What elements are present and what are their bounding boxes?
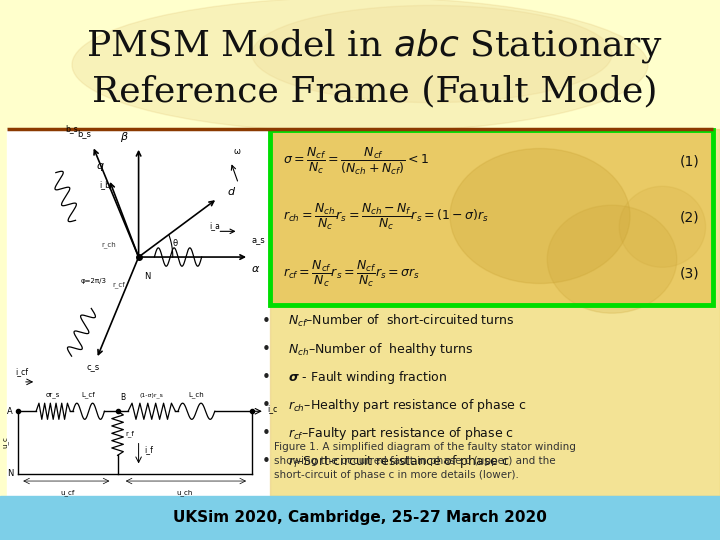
Text: u_c: u_c [2,436,8,448]
Text: b_s: b_s [65,125,78,133]
Bar [0,496,720,540]
Text: r_cf: r_cf [112,281,125,288]
Text: $\mathit{N_{ch}}$–Number of  healthy turns: $\mathit{N_{ch}}$–Number of healthy turn… [288,341,473,358]
Text: i_f: i_f [144,444,153,454]
Ellipse shape [619,186,706,267]
Text: d: d [228,187,235,197]
Text: •: • [262,398,271,413]
Text: N: N [144,272,150,281]
Text: β: β [120,132,127,141]
Text: •: • [262,314,271,329]
Text: Figure 1. A simplified diagram of the faulty stator winding
showing the occurred: Figure 1. A simplified diagram of the fa… [274,442,575,480]
Bar [0,0,720,129]
Text: •: • [262,426,271,441]
Text: $\mathit{r_{cf}}$–Faulty part resistance of phase c: $\mathit{r_{cf}}$–Faulty part resistance… [288,425,514,442]
Text: r_ch: r_ch [102,241,117,248]
Text: •: • [262,454,271,469]
Text: u_ch: u_ch [176,489,193,496]
Text: q: q [96,161,103,171]
Text: •: • [262,342,271,357]
Text: $\mathit{r_{ch}}$–Healthy part resistance of phase c: $\mathit{r_{ch}}$–Healthy part resistanc… [288,397,526,414]
Text: α: α [251,264,259,274]
Text: i_c: i_c [267,404,278,413]
Text: (2): (2) [680,211,700,224]
Text: L_cf: L_cf [82,392,96,399]
Text: φ=2π/3: φ=2π/3 [81,278,107,284]
Text: L_ch: L_ch [189,392,204,399]
Ellipse shape [72,0,648,132]
Text: $r_{ch} = \dfrac{N_{ch}}{N_c}r_s = \dfrac{N_{ch} - N_f}{N_c}r_s = (1-\sigma)r_s$: $r_{ch} = \dfrac{N_{ch}}{N_c}r_s = \dfra… [283,202,489,232]
Ellipse shape [252,5,612,103]
Text: σr_s: σr_s [46,393,60,399]
Text: B: B [120,393,125,402]
Text: θ: θ [173,239,178,248]
Text: UKSim 2020, Cambridge, 25-27 March 2020: UKSim 2020, Cambridge, 25-27 March 2020 [173,510,547,525]
Text: u_cf: u_cf [60,489,75,496]
Bar [270,129,720,496]
Bar [7,129,270,496]
Text: (1-σ)r_s: (1-σ)r_s [140,393,163,399]
Text: PMSM Model in $\mathit{abc}$ Stationary
Reference Frame (Fault Mode): PMSM Model in $\mathit{abc}$ Stationary … [86,27,662,108]
Text: i_a: i_a [210,221,220,230]
Text: r_f: r_f [125,430,135,437]
Text: c_s: c_s [86,362,99,371]
Text: ω: ω [233,147,240,156]
Ellipse shape [547,205,677,313]
Text: i_cf: i_cf [15,368,28,376]
Text: i_b: i_b [99,180,110,189]
Text: (3): (3) [680,267,700,280]
Ellipse shape [450,148,630,284]
Text: $\mathit{N_{cf}}$–Number of  short-circuited turns: $\mathit{N_{cf}}$–Number of short-circui… [288,313,515,329]
Text: $r_{cf} = \dfrac{N_{cf}}{N_c}r_s = \dfrac{N_{cf}}{N_c}r_s = \sigma r_s$: $r_{cf} = \dfrac{N_{cf}}{N_c}r_s = \dfra… [283,259,420,288]
Text: b_s: b_s [77,129,91,138]
Text: $\mathit{r_f}$–Sort-circuit resistance of phase c: $\mathit{r_f}$–Sort-circuit resistance o… [288,453,510,470]
Bar [270,130,713,305]
Text: •: • [262,370,271,385]
Text: $\boldsymbol{\sigma}$ - Fault winding fraction: $\boldsymbol{\sigma}$ - Fault winding fr… [288,369,447,386]
Text: N: N [7,469,14,478]
Text: (1): (1) [680,154,700,168]
Text: $\sigma = \dfrac{N_{cf}}{N_c} = \dfrac{N_{cf}}{\left(N_{ch} + N_{cf}\right)} < 1: $\sigma = \dfrac{N_{cf}}{N_c} = \dfrac{N… [283,146,429,177]
Text: a_s: a_s [251,235,266,245]
Text: A: A [7,407,13,416]
